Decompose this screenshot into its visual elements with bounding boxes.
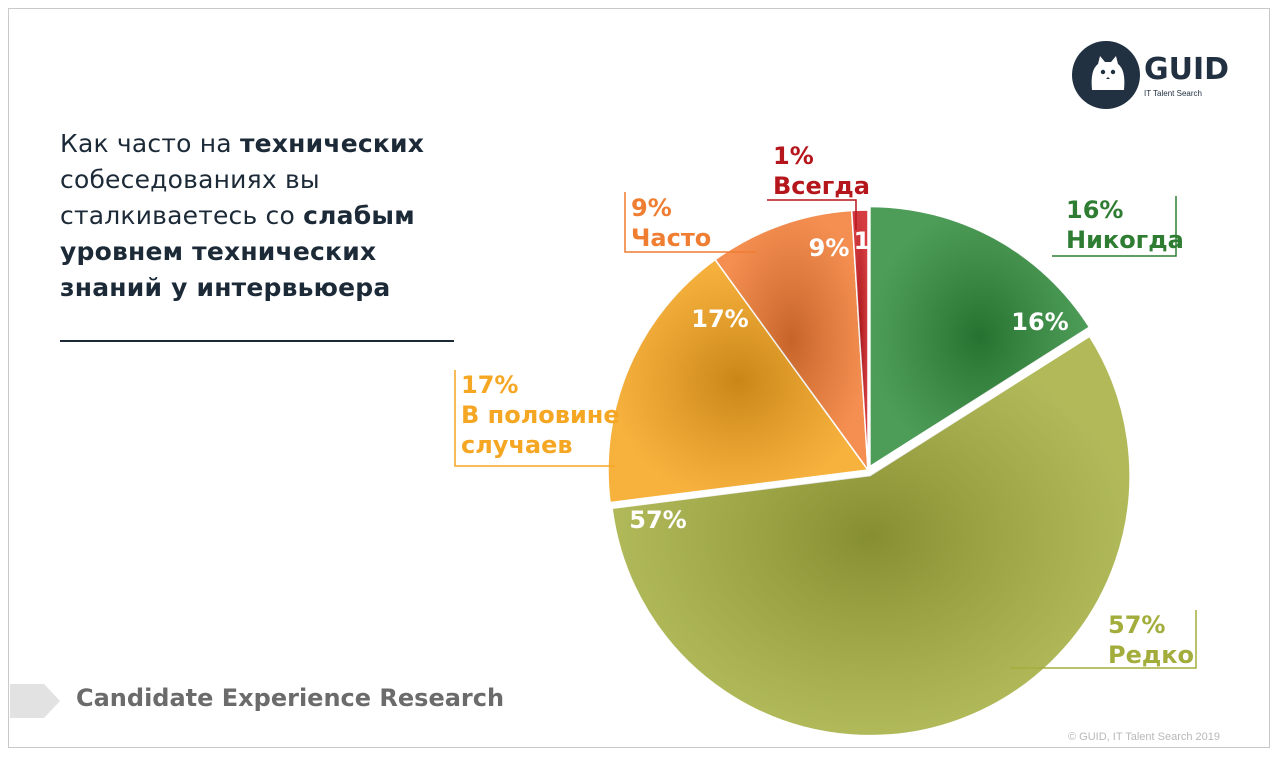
outer-pct-always: 1% xyxy=(773,142,814,170)
outer-pct-often: 9% xyxy=(631,194,672,222)
outer-name-always: Всегда xyxy=(773,172,870,200)
leader-line-always xyxy=(767,199,857,230)
footer-label: Candidate Experience Research xyxy=(76,684,505,712)
copyright: © GUID, IT Talent Search 2019 xyxy=(1068,731,1220,743)
question-part-2: технических xyxy=(239,129,425,158)
outer-pct-half: 17% xyxy=(461,371,518,399)
question-title: Как часто на технических собеседованиях … xyxy=(60,126,480,306)
pie-slice-shade-always xyxy=(851,210,868,470)
outer-name-half-2: случаев xyxy=(461,431,573,459)
inner-label-often: 9% xyxy=(809,234,850,262)
pie-slice-shade-never xyxy=(869,206,1090,467)
inner-label-half: 17% xyxy=(691,305,748,333)
leader-line-often xyxy=(624,192,756,253)
question-part-3: собеседованиях вы сталкиваетесь со xyxy=(60,165,320,230)
inner-label-never: 16% xyxy=(1011,308,1068,336)
question-part-1: Как часто на xyxy=(60,129,240,158)
pie-slice-shade-rarely xyxy=(612,336,1131,736)
guid-logo xyxy=(1072,41,1140,109)
outer-name-half-1: В половине xyxy=(461,401,620,429)
inner-label-rarely: 57% xyxy=(629,506,686,534)
outer-pct-rarely: 57% xyxy=(1108,611,1165,639)
logo-tagline: IT Talent Search xyxy=(1144,89,1202,98)
outer-name-rarely: Редко xyxy=(1108,641,1194,669)
question-part-4: слабым уровнем технических знаний у инте… xyxy=(60,201,415,302)
leader-line-rarely xyxy=(1010,610,1197,669)
question-underline xyxy=(60,340,454,342)
outer-name-never: Никогда xyxy=(1066,226,1184,254)
outer-pct-never: 16% xyxy=(1066,196,1123,224)
footer-arrow-icon xyxy=(10,684,60,718)
logo-name: GUID xyxy=(1144,52,1230,87)
leader-line-half xyxy=(454,370,615,467)
pie-slice-shade-often xyxy=(715,210,868,470)
leader-line-never xyxy=(1052,196,1177,257)
inner-label-always: 1 xyxy=(854,227,871,255)
pie-slice-shade-half xyxy=(607,259,868,503)
outer-name-often: Часто xyxy=(631,224,711,252)
